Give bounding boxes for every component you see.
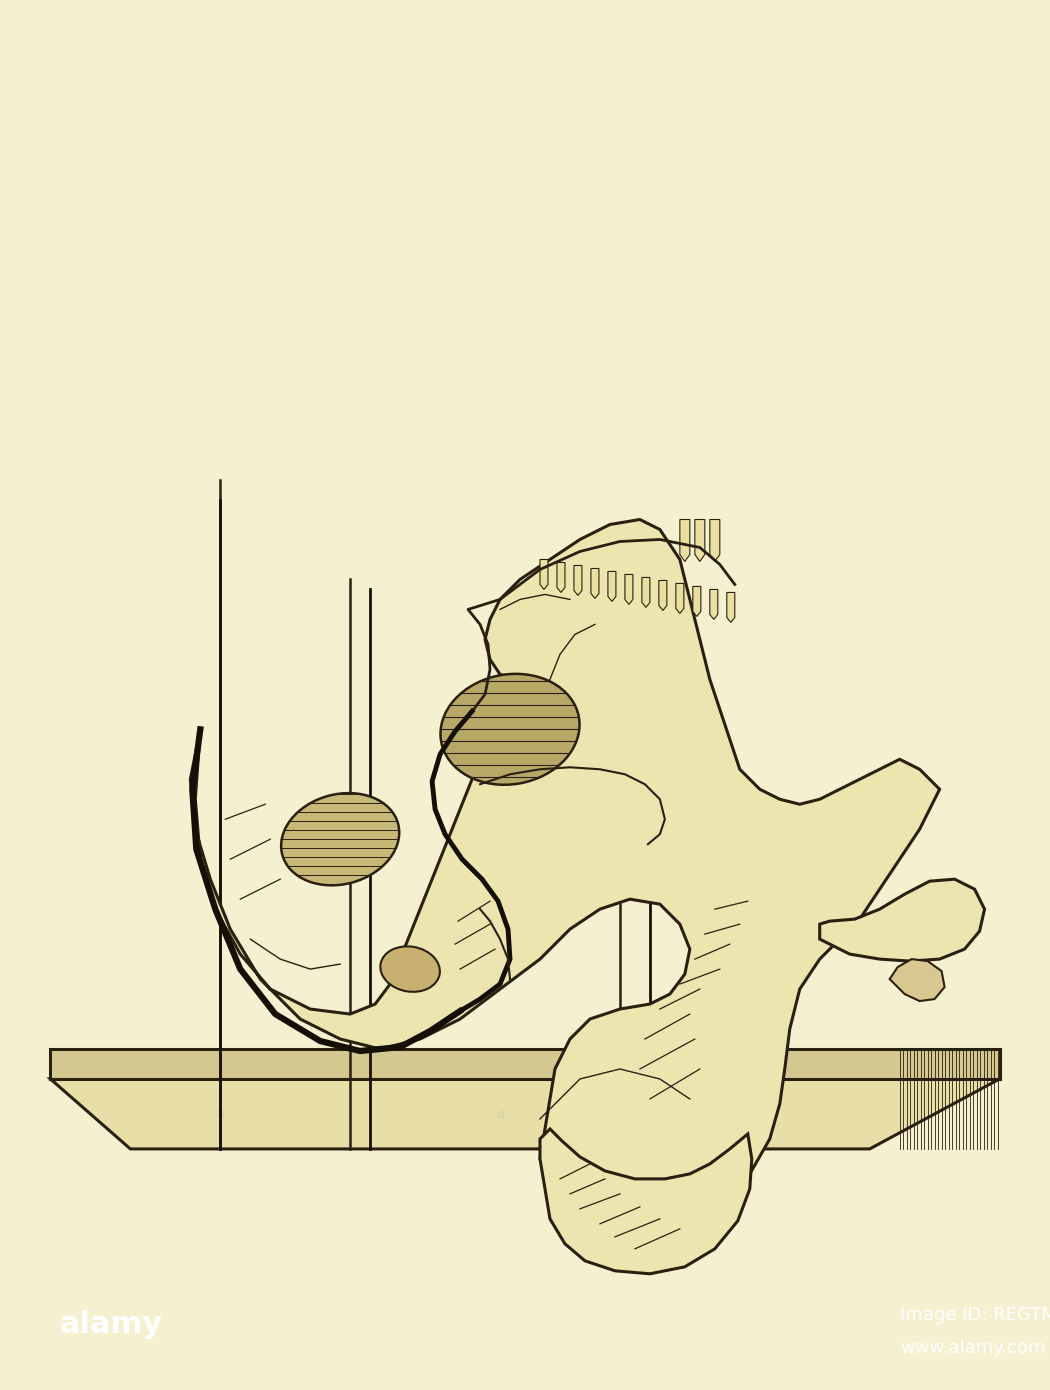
Polygon shape xyxy=(574,566,582,595)
Polygon shape xyxy=(540,1129,752,1273)
Polygon shape xyxy=(556,563,565,592)
Polygon shape xyxy=(695,520,705,562)
Polygon shape xyxy=(727,592,735,623)
Text: a: a xyxy=(215,1106,225,1122)
Polygon shape xyxy=(658,581,667,610)
Polygon shape xyxy=(50,1079,1000,1150)
Polygon shape xyxy=(676,584,684,613)
Text: a: a xyxy=(496,1106,505,1122)
Text: www.alamy.com: www.alamy.com xyxy=(900,1339,1046,1357)
Polygon shape xyxy=(608,571,616,602)
Polygon shape xyxy=(889,959,945,1001)
Polygon shape xyxy=(642,577,650,607)
Polygon shape xyxy=(820,880,985,960)
Polygon shape xyxy=(710,589,718,620)
Polygon shape xyxy=(710,520,720,562)
Polygon shape xyxy=(50,1049,1000,1079)
Polygon shape xyxy=(190,520,940,1229)
Ellipse shape xyxy=(380,947,440,992)
Text: Image ID: REGTME: Image ID: REGTME xyxy=(900,1305,1050,1323)
Ellipse shape xyxy=(281,794,399,885)
Polygon shape xyxy=(679,520,690,562)
Polygon shape xyxy=(540,559,548,589)
Ellipse shape xyxy=(441,674,580,785)
Polygon shape xyxy=(693,587,700,616)
Polygon shape xyxy=(591,569,598,599)
Text: a: a xyxy=(765,1106,775,1122)
Polygon shape xyxy=(625,574,633,605)
Text: alamy: alamy xyxy=(60,1311,163,1340)
